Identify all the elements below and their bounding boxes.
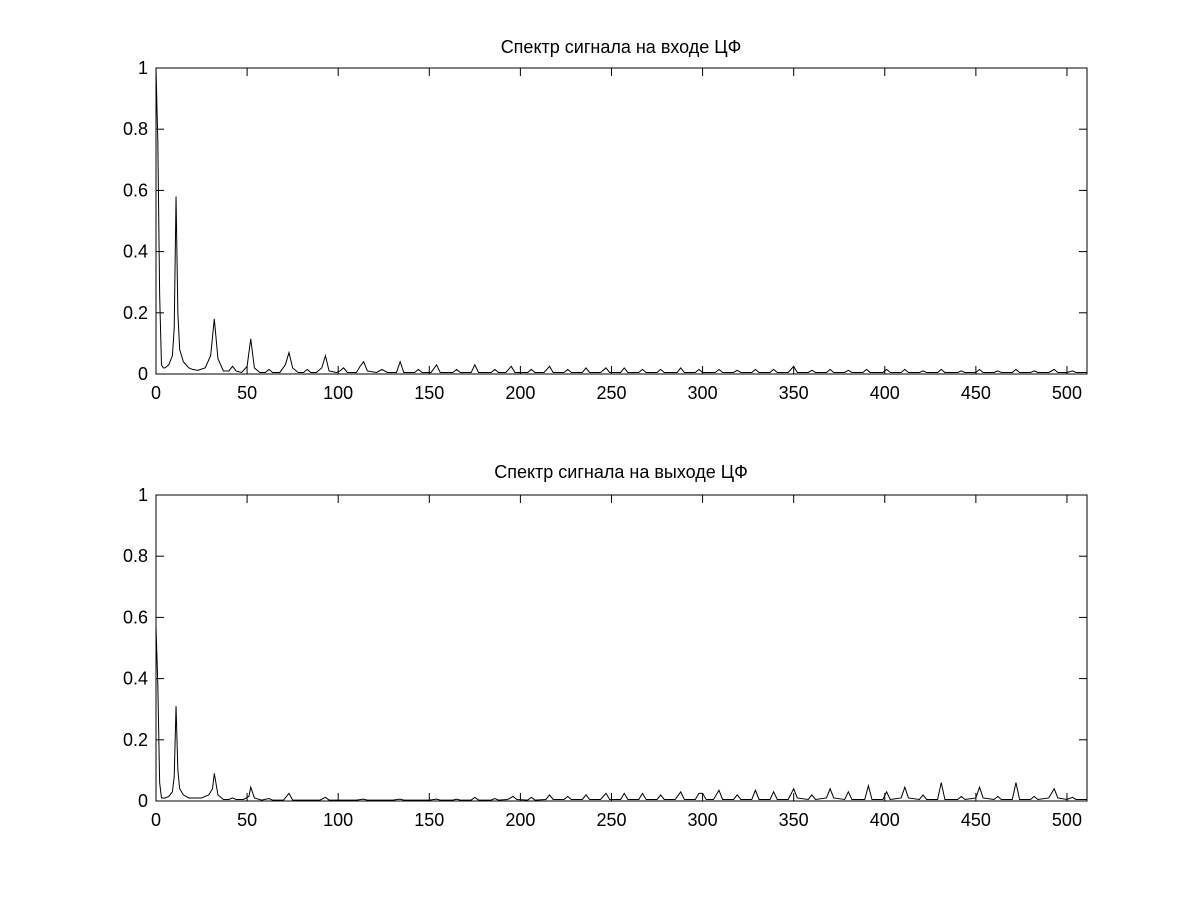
- x-tick-label: 400: [870, 383, 900, 403]
- y-tick-label: 0.4: [123, 242, 148, 262]
- y-tick-label: 0: [138, 364, 148, 384]
- subplot-1: Спектр сигнала на входе ЦФ 0 50 100 150 200 2…: [123, 37, 1088, 403]
- series-line: [155, 67, 1087, 374]
- series-line: [155, 626, 1087, 801]
- subplot-2: Спектр сигнала на выходе ЦФ 0 50 100 150 200…: [123, 462, 1088, 830]
- plot-area-2: [155, 494, 1088, 802]
- x-tick-label: 300: [688, 810, 718, 830]
- y-tick-label: 0.6: [123, 180, 148, 200]
- y-tick-label: 0.8: [123, 546, 148, 566]
- y-tick-label: 0.8: [123, 119, 148, 139]
- x-tick-label: 100: [323, 383, 353, 403]
- tick-labels-1: 0 50 100 150 200 250 300 350 400 450 500 0 0.2 0.4 0.6…: [123, 58, 1082, 403]
- x-tick-label: 250: [596, 810, 626, 830]
- x-tick-label: 450: [961, 810, 991, 830]
- x-tick-label: 500: [1052, 383, 1082, 403]
- x-tick-label: 400: [870, 810, 900, 830]
- x-tick-label: 100: [323, 810, 353, 830]
- x-tick-label: 150: [414, 383, 444, 403]
- x-tick-label: 200: [505, 383, 535, 403]
- chart-title-1: Спектр сигнала на входе ЦФ: [501, 37, 742, 57]
- x-tick-label: 50: [237, 810, 257, 830]
- plot-area-1: [155, 67, 1088, 375]
- chart-title-2: Спектр сигнала на выходе ЦФ: [494, 462, 748, 482]
- x-tick-label: 350: [779, 810, 809, 830]
- y-tick-label: 0.2: [123, 303, 148, 323]
- y-tick-label: 0.6: [123, 607, 148, 627]
- y-tick-label: 0: [138, 791, 148, 811]
- series-group-2: [155, 626, 1087, 801]
- y-tick-label: 1: [138, 485, 148, 505]
- x-tick-label: 0: [151, 810, 161, 830]
- x-tick-label: 50: [237, 383, 257, 403]
- axis-ticks-2: [155, 494, 1087, 802]
- x-tick-label: 300: [688, 383, 718, 403]
- x-tick-label: 200: [505, 810, 535, 830]
- series-group-1: [155, 67, 1087, 374]
- tick-labels-2: 0 50 100 150 200 250 300 350 400 450 500 0 0.2 0.4 0.6…: [123, 485, 1082, 830]
- x-tick-label: 0: [151, 383, 161, 403]
- x-tick-label: 350: [779, 383, 809, 403]
- y-tick-label: 1: [138, 58, 148, 78]
- x-tick-label: 500: [1052, 810, 1082, 830]
- y-tick-label: 0.2: [123, 730, 148, 750]
- x-tick-label: 450: [961, 383, 991, 403]
- x-tick-label: 150: [414, 810, 444, 830]
- x-tick-label: 250: [596, 383, 626, 403]
- y-tick-label: 0.4: [123, 669, 148, 689]
